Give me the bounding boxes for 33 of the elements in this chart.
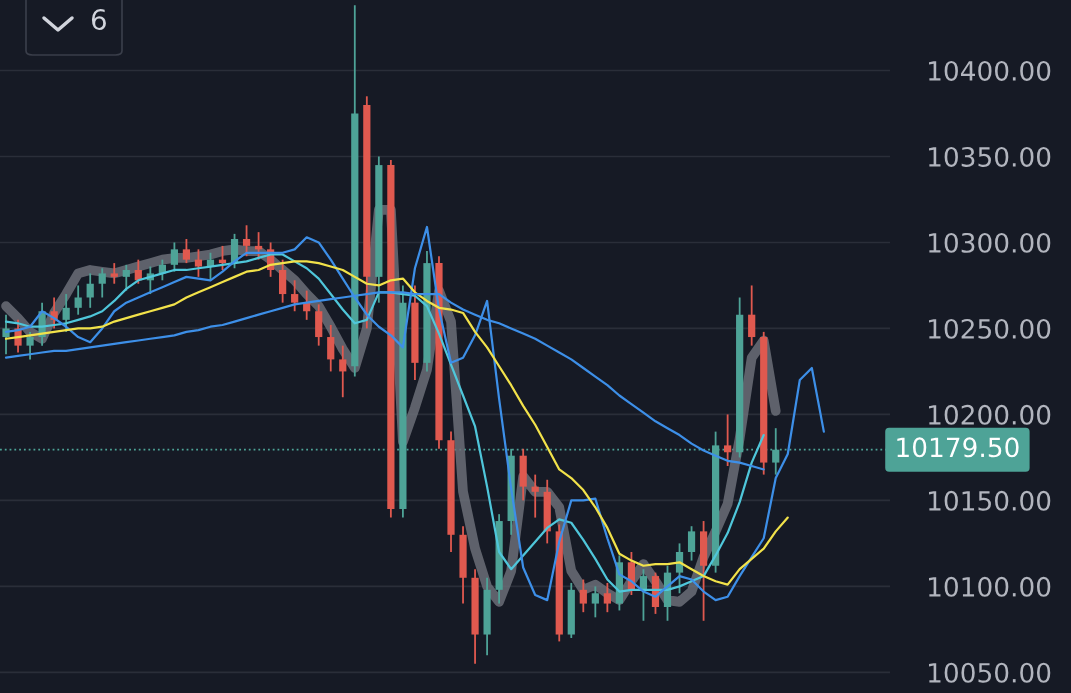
candlestick xyxy=(98,267,106,299)
candlestick xyxy=(603,582,611,614)
candlestick xyxy=(531,473,539,519)
candlestick xyxy=(182,238,191,265)
y-tick-label: 10050.00 xyxy=(929,662,1051,683)
candlestick xyxy=(2,313,10,356)
candlestick xyxy=(687,525,696,562)
candlestick xyxy=(639,568,648,622)
candlestick xyxy=(242,224,251,258)
y-tick-label: 10250.00 xyxy=(929,318,1051,339)
candlestick xyxy=(194,248,203,278)
candlestick xyxy=(74,284,82,316)
y-tick-label: 10150.00 xyxy=(929,490,1051,511)
candlestick xyxy=(122,263,130,292)
candlestick xyxy=(748,284,756,347)
candlestick xyxy=(724,413,732,467)
ref-line-label: 10179.50 xyxy=(897,437,1019,458)
candlestick xyxy=(579,578,587,614)
candlestick xyxy=(110,262,118,285)
candlestick xyxy=(591,585,599,619)
candlestick xyxy=(170,241,178,273)
y-tick-label: 10200.00 xyxy=(929,404,1051,425)
y-tick-label: 10350.00 xyxy=(929,146,1051,167)
y-tick-label: 10100.00 xyxy=(929,576,1051,597)
y-tick-label: 10300.00 xyxy=(929,232,1051,253)
candlestick xyxy=(339,344,347,399)
candlestick xyxy=(62,293,70,333)
candlestick xyxy=(26,330,34,361)
annotation: 6 xyxy=(91,9,106,31)
candlestick xyxy=(327,324,335,373)
y-tick-label: 10400.00 xyxy=(929,60,1051,81)
candlestick xyxy=(86,272,94,309)
candlestick xyxy=(291,279,299,313)
